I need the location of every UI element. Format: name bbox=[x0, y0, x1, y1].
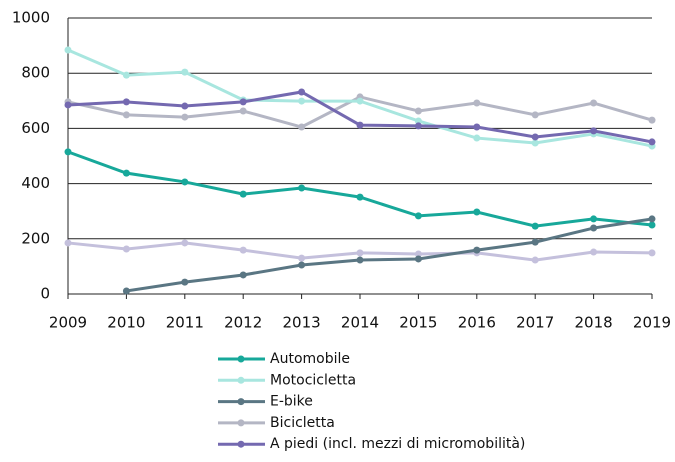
y-tick-label: 800 bbox=[21, 64, 50, 82]
data-point bbox=[414, 250, 422, 258]
data-point bbox=[414, 117, 422, 125]
y-tick-label: 600 bbox=[21, 119, 50, 137]
data-point bbox=[590, 248, 598, 256]
legend-marker bbox=[237, 419, 245, 427]
data-point bbox=[590, 224, 598, 232]
data-point bbox=[181, 113, 189, 121]
data-point bbox=[473, 134, 481, 142]
x-tick-label: 2012 bbox=[224, 314, 262, 332]
data-point bbox=[122, 98, 130, 106]
x-tick-label: 2016 bbox=[458, 314, 496, 332]
data-point bbox=[473, 123, 481, 131]
x-tick-label: 2013 bbox=[283, 314, 321, 332]
data-point bbox=[531, 111, 539, 119]
data-point bbox=[473, 246, 481, 254]
data-point bbox=[531, 222, 539, 230]
data-point bbox=[356, 193, 364, 201]
y-tick-label: 200 bbox=[21, 229, 50, 247]
legend-label: E-bike bbox=[270, 394, 313, 410]
data-point bbox=[648, 215, 656, 223]
data-point bbox=[64, 46, 72, 54]
data-point bbox=[473, 99, 481, 107]
series-line bbox=[67, 150, 653, 228]
data-point bbox=[648, 116, 656, 124]
data-point bbox=[648, 221, 656, 229]
data-point bbox=[64, 101, 72, 109]
legend-marker bbox=[237, 376, 245, 384]
y-tick-label: 400 bbox=[21, 174, 50, 192]
data-point bbox=[531, 133, 539, 141]
data-point bbox=[64, 239, 72, 247]
data-point bbox=[298, 184, 306, 192]
data-point bbox=[122, 169, 130, 177]
x-tick-label: 2017 bbox=[516, 314, 554, 332]
x-tick-label: 2018 bbox=[575, 314, 613, 332]
data-point bbox=[356, 97, 364, 105]
legend-label: Automobile bbox=[270, 351, 350, 367]
data-point bbox=[356, 249, 364, 257]
x-tick-label: 2011 bbox=[166, 314, 204, 332]
data-point bbox=[122, 71, 130, 79]
data-point bbox=[298, 254, 306, 262]
data-point bbox=[239, 98, 247, 106]
data-point bbox=[64, 148, 72, 156]
x-tick-label: 2009 bbox=[49, 314, 87, 332]
data-point bbox=[473, 208, 481, 216]
data-point bbox=[414, 255, 422, 263]
data-point bbox=[356, 121, 364, 129]
x-tick-label: 2019 bbox=[633, 314, 671, 332]
data-point bbox=[239, 271, 247, 279]
y-tick-label: 0 bbox=[40, 285, 50, 303]
data-point bbox=[414, 122, 422, 130]
x-tick-label: 2010 bbox=[107, 314, 145, 332]
legend-label: Motocicletta bbox=[270, 372, 356, 388]
data-point bbox=[414, 212, 422, 220]
data-point bbox=[181, 278, 189, 286]
series-line bbox=[126, 217, 653, 293]
data-point bbox=[590, 127, 598, 135]
legend-marker bbox=[237, 398, 245, 406]
data-point bbox=[122, 287, 130, 295]
data-point bbox=[648, 138, 656, 146]
legend-marker bbox=[237, 355, 245, 363]
data-point bbox=[181, 68, 189, 76]
data-point bbox=[648, 249, 656, 257]
legend-label: Bicicletta bbox=[270, 415, 335, 431]
y-tick-label: 1000 bbox=[12, 9, 50, 27]
data-point bbox=[239, 190, 247, 198]
x-tick-label: 2014 bbox=[341, 314, 379, 332]
legend-label: A piedi (incl. mezzi di micromobilità) bbox=[270, 436, 525, 452]
data-point bbox=[122, 111, 130, 119]
data-point bbox=[181, 178, 189, 186]
data-point bbox=[298, 123, 306, 131]
legend-marker bbox=[237, 440, 245, 448]
data-point bbox=[298, 88, 306, 96]
data-point bbox=[122, 245, 130, 253]
x-tick-label: 2015 bbox=[399, 314, 437, 332]
data-point bbox=[298, 261, 306, 269]
data-point bbox=[414, 107, 422, 115]
data-point bbox=[239, 107, 247, 115]
data-point bbox=[298, 97, 306, 105]
data-point bbox=[181, 239, 189, 247]
data-point bbox=[590, 99, 598, 107]
data-point bbox=[590, 215, 598, 223]
data-point bbox=[181, 102, 189, 110]
data-point bbox=[356, 256, 364, 264]
data-point bbox=[531, 238, 539, 246]
data-point bbox=[531, 256, 539, 264]
data-point bbox=[531, 139, 539, 147]
data-point bbox=[239, 246, 247, 254]
